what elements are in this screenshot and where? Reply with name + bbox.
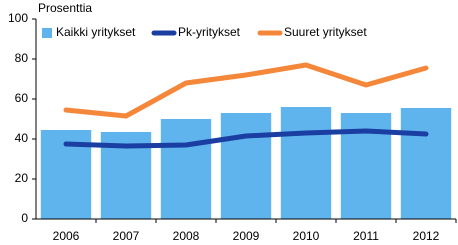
line (63, 128, 429, 149)
legend-label: Suuret yritykset (284, 25, 367, 39)
x-tick-label: 2006 (53, 229, 80, 243)
legend-swatch (42, 28, 52, 38)
x-tick-label: 2012 (413, 229, 440, 243)
x-tick-label: 2011 (353, 229, 379, 243)
line (63, 62, 429, 119)
x-tick-label: 2007 (113, 229, 140, 243)
x-tick-label: 2009 (233, 229, 260, 243)
legend-label: Kaikki yritykset (56, 25, 136, 39)
y-tick-label: 100 (8, 11, 28, 25)
y-tick-label: 0 (21, 211, 28, 225)
y-axis-label: Prosenttia (38, 1, 92, 15)
y-tick-label: 80 (15, 51, 29, 65)
y-tick-label: 60 (15, 91, 29, 105)
x-tick-label: 2008 (173, 229, 200, 243)
bar (400, 108, 452, 219)
y-tick-label: 40 (15, 131, 29, 145)
bar (160, 119, 212, 219)
y-tick-label: 20 (15, 171, 29, 185)
bar (280, 107, 332, 219)
bar (220, 113, 272, 219)
legend-label: Pk-yritykset (178, 25, 241, 39)
x-tick-label: 2010 (293, 229, 320, 243)
